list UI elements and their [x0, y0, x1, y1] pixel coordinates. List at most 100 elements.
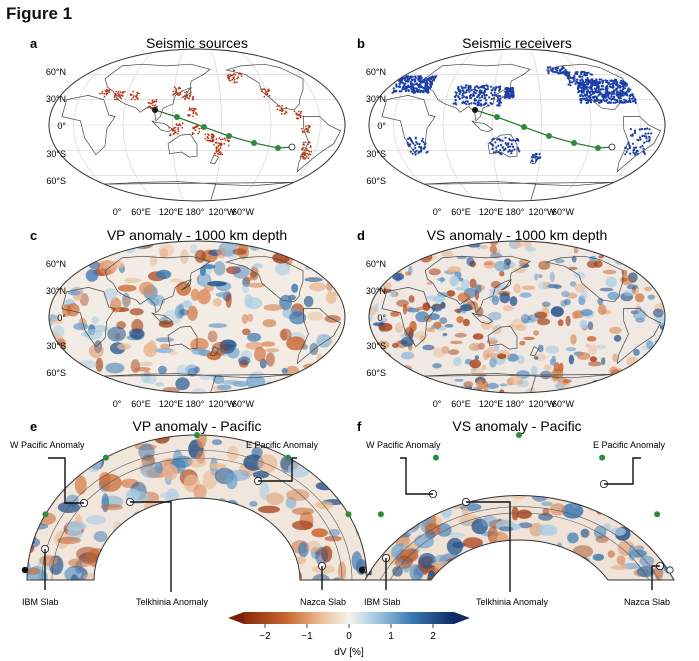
- anomaly-blob: [392, 342, 399, 348]
- latitude-label: 30°N: [366, 94, 386, 104]
- coastline: [103, 181, 293, 201]
- receiver-dot: [628, 144, 631, 147]
- receiver-dot: [457, 96, 460, 99]
- anomaly-blob: [265, 352, 275, 367]
- anomaly-blob: [196, 435, 207, 448]
- anomaly-blob: [613, 334, 622, 342]
- anomaly-blob: [550, 503, 566, 516]
- anomaly-blob: [197, 289, 211, 305]
- receiver-dot: [608, 91, 611, 94]
- anomaly-blob: [467, 458, 475, 465]
- anomaly-blob: [95, 357, 104, 372]
- anomaly-blob: [662, 456, 675, 473]
- anomaly-blob: [415, 473, 424, 482]
- anomaly-blob: [596, 344, 607, 349]
- anomaly-blob: [354, 460, 371, 473]
- longitude-label: 60°E: [131, 399, 151, 409]
- anomaly-blob: [74, 475, 87, 495]
- section-path-marker: [345, 511, 352, 518]
- receiver-dot: [473, 88, 476, 91]
- receiver-dot: [414, 146, 417, 150]
- anomaly-blob: [168, 350, 177, 355]
- anomaly-blob: [249, 501, 258, 507]
- anomaly-blob: [481, 364, 487, 370]
- anomaly-blob: [513, 267, 526, 274]
- anomaly-blob: [475, 306, 484, 317]
- anomaly-blob: [250, 265, 259, 281]
- source-dot: [129, 93, 132, 96]
- section-e-annotations: W Pacific Anomaly E Pacific Anomaly IBM …: [10, 440, 346, 607]
- coastline: [104, 255, 211, 314]
- anomaly-blob: [547, 284, 559, 289]
- anomaly-blob: [199, 375, 213, 381]
- anomaly-blob: [511, 546, 523, 556]
- anomaly-blob: [86, 377, 103, 393]
- anomaly-blob: [521, 574, 537, 580]
- latitude-label: 30°N: [366, 286, 386, 296]
- anomaly-blob: [563, 559, 572, 572]
- receiver-dot: [621, 88, 625, 91]
- receiver-dot: [413, 91, 416, 94]
- anomaly-blob: [226, 516, 245, 532]
- receiver-dot: [624, 91, 627, 94]
- anomaly-blob: [138, 443, 155, 461]
- receiver-dot: [477, 99, 480, 102]
- anomaly-blob: [380, 386, 391, 393]
- receiver-dot: [454, 91, 457, 94]
- longitude-label: 120°W: [528, 207, 556, 217]
- anomaly-blob: [666, 474, 674, 485]
- source-dot: [229, 79, 232, 82]
- anomaly-blob: [372, 322, 385, 327]
- anomaly-blob: [84, 329, 103, 340]
- receiver-dot: [413, 144, 417, 147]
- anomaly-blob: [575, 466, 597, 476]
- latitude-label: 0°: [57, 313, 66, 323]
- source-dot: [231, 74, 234, 76]
- receiver-dot: [582, 70, 585, 74]
- anomaly-blob: [510, 374, 523, 386]
- receiver-dot: [583, 73, 586, 76]
- anomaly-blob: [523, 479, 543, 485]
- receiver-dot: [470, 102, 473, 105]
- anomaly-blob: [524, 578, 545, 580]
- anomaly-blob: [486, 382, 499, 389]
- receiver-dot: [598, 80, 601, 84]
- receiver-dot: [620, 99, 623, 103]
- anomaly-blob: [519, 340, 526, 346]
- anomaly-blob: [214, 559, 222, 571]
- source-dot: [303, 152, 306, 155]
- vs-coastlines: [381, 255, 662, 393]
- anomaly-blob: [441, 505, 452, 519]
- anomaly-blob: [436, 523, 452, 537]
- anomaly-blob: [461, 507, 469, 516]
- receiver-dot: [643, 134, 646, 138]
- receiver-dot: [503, 148, 506, 151]
- anomaly-blob: [144, 527, 161, 535]
- anomaly-blob: [259, 481, 270, 500]
- receiver-dot: [599, 88, 602, 91]
- receiver-dot: [467, 84, 471, 88]
- receiver-dot: [511, 145, 515, 148]
- receiver-dot: [534, 160, 537, 163]
- receiver-dot: [555, 66, 558, 69]
- receiver-dot: [407, 79, 410, 82]
- anomaly-blob: [134, 367, 151, 372]
- receiver-dot: [619, 81, 622, 84]
- source-dot: [192, 95, 195, 98]
- receiver-dot: [587, 71, 590, 74]
- anomaly-blob: [499, 471, 516, 481]
- source-dot: [310, 150, 313, 153]
- source-dot: [178, 94, 180, 97]
- anomaly-blob: [465, 480, 475, 490]
- colorbar-gradient: [244, 612, 454, 624]
- anomaly-blob: [369, 298, 371, 302]
- anomaly-blob: [387, 477, 397, 487]
- receiver-dot: [414, 75, 417, 78]
- receiver-dot: [415, 141, 418, 144]
- source-dot: [223, 142, 226, 145]
- anomaly-blob: [110, 542, 119, 557]
- anomaly-blob: [216, 384, 232, 391]
- anomaly-blob: [607, 550, 615, 558]
- anomaly-blob: [373, 385, 379, 393]
- anomaly-blob: [369, 359, 380, 367]
